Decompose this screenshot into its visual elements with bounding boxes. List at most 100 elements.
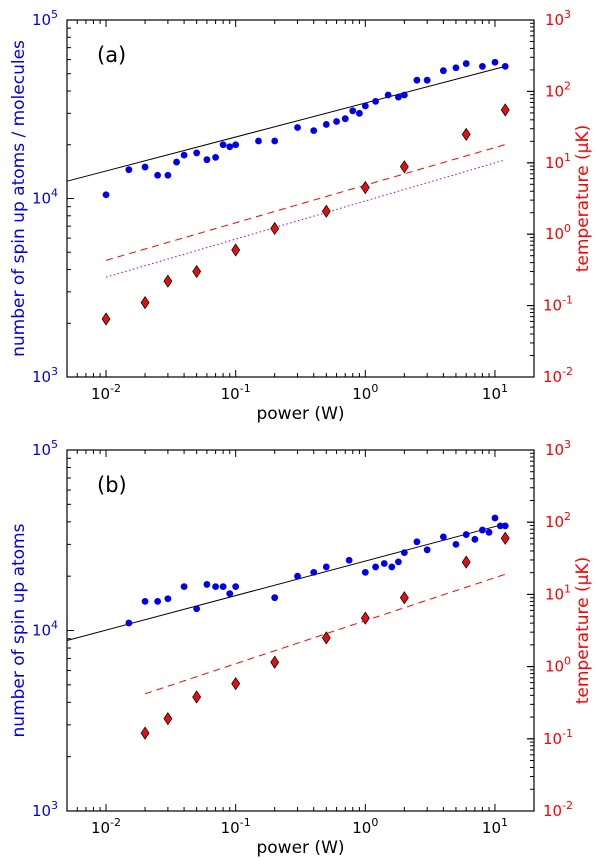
y-left-tick-base: 10 (32, 11, 51, 29)
temperature-point (461, 555, 471, 569)
y-right-tick-label: 10-2 (543, 799, 573, 820)
atom-number-point (219, 141, 227, 149)
y-left-tick-label: 105 (32, 438, 58, 459)
x-tick-base: 10 (482, 385, 501, 403)
x-tick-label: 10-1 (221, 816, 251, 837)
y-right-tick-exponent: 2 (564, 510, 571, 523)
x-tick-label: 10-1 (221, 382, 251, 403)
y-left-tick-label: 103 (32, 799, 58, 820)
x-axis-title: power (W) (256, 404, 344, 424)
y-right-tick-label: 101 (545, 582, 571, 603)
x-tick-base: 10 (482, 819, 501, 837)
plot-frame (66, 19, 535, 378)
y-left-tick-base: 10 (32, 441, 51, 459)
y-right-tick-base: 10 (545, 513, 564, 531)
fit-line-solid (66, 523, 506, 642)
x-tick-label: 10-2 (91, 382, 121, 403)
y-left-tick-base: 10 (32, 368, 51, 386)
atom-number-point (471, 535, 479, 543)
atom-number-point (496, 522, 504, 530)
temperature-point (399, 160, 409, 174)
atom-number-point (294, 124, 301, 131)
x-tick-base: 10 (91, 385, 110, 403)
y-left-tick-base: 10 (32, 622, 51, 640)
y-right-tick-exponent: -2 (562, 365, 573, 378)
atom-number-point (501, 522, 509, 530)
y-left-tick-label: 105 (32, 8, 58, 29)
atom-number-point (322, 121, 330, 128)
y-right-tick-exponent: 0 (564, 655, 571, 668)
atom-number-point (164, 595, 172, 603)
atom-number-point (349, 107, 357, 115)
atom-number-point (439, 533, 447, 541)
atom-number-point (423, 76, 431, 84)
x-tick-exponent: 1 (501, 382, 508, 395)
atom-number-point (361, 568, 369, 576)
atom-number-point (310, 127, 318, 135)
atom-number-point (413, 538, 421, 546)
atom-number-point (395, 558, 402, 566)
atom-number-point (125, 166, 133, 174)
y-left-tick-exponent: 3 (51, 799, 58, 812)
y-left-tick-label: 103 (32, 365, 58, 386)
y-right-tick-exponent: 1 (564, 582, 571, 595)
y-right-tick-label: 101 (545, 151, 571, 172)
fit-line-solid (66, 65, 506, 182)
atom-number-point (400, 549, 408, 557)
temperature-point (360, 180, 370, 195)
x-tick-base: 10 (221, 385, 240, 403)
x-tick-exponent: 0 (371, 816, 378, 829)
y-right-tick-label: 103 (545, 438, 571, 459)
temperature-point (163, 712, 173, 726)
y-right-tick-exponent: -1 (562, 727, 573, 740)
atom-number-point (310, 568, 318, 576)
y-right-tick-base: 10 (545, 658, 564, 676)
temperature-point (399, 591, 409, 605)
y-left-tick-exponent: 3 (51, 365, 58, 378)
atom-number-point (452, 540, 460, 548)
temperature-point (140, 296, 150, 310)
atom-number-point (501, 62, 509, 70)
atom-number-point (361, 102, 369, 110)
temperature-point (140, 726, 150, 740)
x-tick-exponent: -2 (110, 816, 121, 829)
y-left-tick-exponent: 5 (51, 8, 58, 21)
atom-number-point (180, 151, 188, 159)
atom-number-point (423, 546, 431, 554)
y-right-tick-exponent: 0 (564, 222, 571, 235)
atom-number-point (372, 563, 379, 571)
atom-number-point (255, 137, 262, 145)
y-right-tick-exponent: 1 (564, 151, 571, 164)
y-left-tick-label: 104 (32, 187, 58, 208)
y-left-axis-title: number of spin up atoms (9, 523, 29, 737)
y-right-tick-base: 10 (545, 441, 564, 459)
temperature-point (231, 243, 241, 257)
atom-number-point (413, 76, 421, 84)
x-tick-exponent: -1 (240, 816, 251, 829)
y-right-tick-base: 10 (545, 585, 564, 603)
y-right-tick-label: 102 (545, 510, 571, 531)
y-right-tick-exponent: -1 (562, 294, 573, 307)
x-tick-exponent: -2 (110, 382, 121, 395)
atom-number-point (384, 91, 392, 99)
y-left-tick-base: 10 (32, 190, 51, 208)
x-axis-title: power (W) (256, 838, 344, 858)
atom-number-point (141, 163, 149, 171)
y-left-tick-exponent: 4 (51, 619, 58, 632)
fit-line-dotted (105, 159, 506, 278)
atom-number-point (203, 156, 211, 164)
atom-number-point (212, 583, 219, 591)
atom-number-point (439, 67, 447, 75)
atom-number-point (271, 137, 279, 145)
chart-panel-b: 10-2 10-1 100 10110310410510-210-1100101102… (9, 438, 593, 858)
atom-number-point (491, 514, 499, 522)
temperature-point (270, 655, 280, 669)
x-tick-base: 10 (352, 819, 371, 837)
atom-number-point (388, 563, 396, 571)
temperature-point (360, 611, 370, 625)
atom-number-point (479, 62, 486, 70)
y-right-axis-title: temperature (μK) (573, 557, 593, 705)
atom-number-point (219, 583, 227, 591)
temperature-point (321, 631, 331, 645)
atom-number-point (125, 619, 133, 627)
